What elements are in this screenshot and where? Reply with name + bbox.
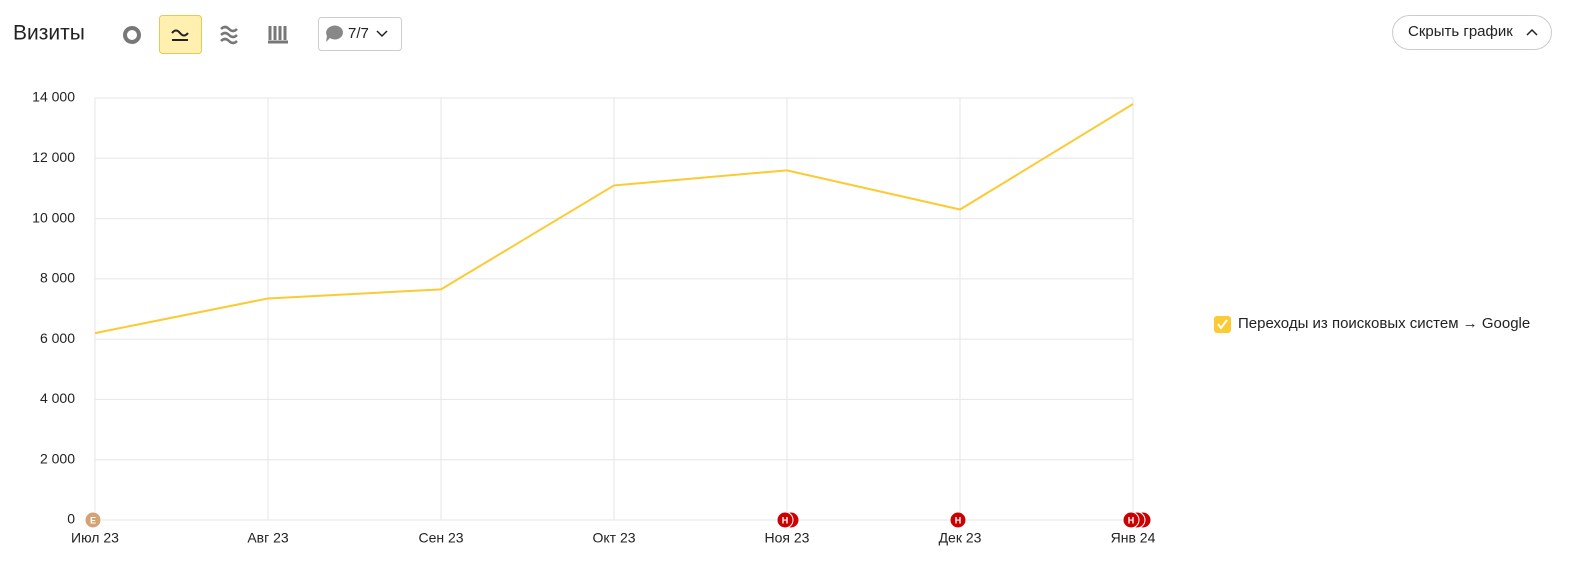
hide-chart-button[interactable]: Скрыть график: [1392, 15, 1552, 50]
data-line: [94, 103, 1134, 335]
x-tick-label: Авг 23: [247, 530, 289, 546]
event-marker[interactable]: Н: [1122, 511, 1152, 529]
x-tick-label: Янв 24: [1111, 530, 1156, 546]
event-marker[interactable]: Н: [776, 511, 800, 529]
y-tick-label: 12 000: [32, 149, 75, 165]
line-icon: [171, 29, 189, 41]
event-marker[interactable]: Н: [949, 511, 967, 529]
annotations-button[interactable]: 7/7: [318, 17, 402, 51]
y-tick-label: 14 000: [32, 89, 75, 105]
event-marker[interactable]: E: [84, 511, 102, 529]
button-bg: [1392, 15, 1552, 50]
chevron: [376, 30, 388, 38]
legend-label: Переходы из поисковых систем → Google: [1238, 315, 1530, 332]
x-tick-label: Ноя 23: [765, 530, 810, 546]
checkmark: [1217, 319, 1228, 330]
y-tick-label: 0: [67, 511, 75, 527]
x-tick-label: Июл 23: [71, 530, 119, 546]
y-tick-label: 8 000: [40, 270, 75, 286]
area-mode-button[interactable]: [220, 25, 238, 45]
event-label: E: [90, 515, 96, 525]
y-tick-label: 2 000: [40, 450, 75, 466]
area-icon: [220, 25, 238, 45]
event-bubble: [84, 511, 102, 529]
bar-icon: [268, 26, 288, 44]
event-label: Н: [955, 515, 962, 525]
x-tick-label: Окт 23: [592, 530, 635, 546]
pie-mode-button[interactable]: [123, 26, 141, 44]
y-tick-label: 10 000: [32, 209, 75, 225]
page-title: Визиты: [13, 22, 85, 45]
pie-icon: [123, 26, 141, 44]
button-bg: [318, 17, 402, 51]
x-tick-label: Дек 23: [939, 530, 982, 546]
line-mode-button[interactable]: [159, 15, 202, 54]
event-bubble: [776, 511, 794, 529]
event-label: Н: [782, 515, 789, 525]
chevron: [1526, 28, 1538, 36]
event-bubble: [949, 511, 967, 529]
x-tick-label: Сен 23: [418, 530, 463, 546]
comment-icon: [326, 25, 343, 42]
y-tick-label: 6 000: [40, 330, 75, 346]
bar-mode-button[interactable]: [268, 26, 288, 44]
event-bubble: [1122, 511, 1140, 529]
event-label: Н: [1128, 515, 1135, 525]
hide-chart-label: Скрыть график: [1408, 23, 1513, 40]
annotations-counter: 7/7: [348, 25, 369, 42]
y-tick-label: 4 000: [40, 390, 75, 406]
legend-item[interactable]: Переходы из поисковых систем → Google: [1214, 315, 1530, 333]
